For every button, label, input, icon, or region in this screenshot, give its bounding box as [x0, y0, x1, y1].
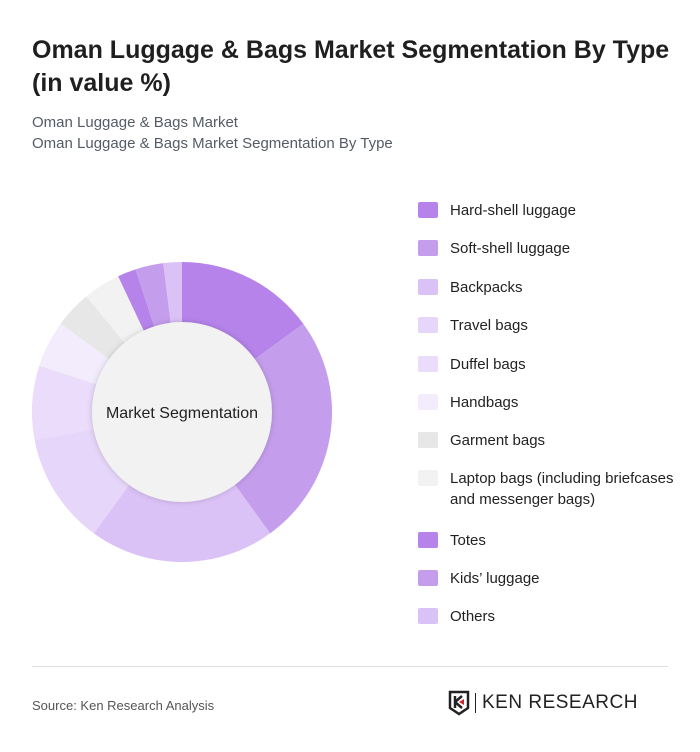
legend-label: Handbags [450, 394, 519, 411]
legend-label: Hard-shell luggage [450, 202, 576, 219]
legend-swatch [418, 356, 438, 372]
legend-label: Laptop bags (including briefcases and me… [450, 470, 674, 508]
legend-swatch [418, 317, 438, 333]
legend-item: Garment bags [418, 430, 545, 451]
legend-item: Soft-shell luggage [418, 238, 570, 259]
legend-item: Backpacks [418, 277, 523, 298]
subtitle-segmentation: Oman Luggage & Bags Market Segmentation … [32, 135, 393, 152]
legend-item: Duffel bags [418, 354, 526, 375]
legend-swatch [418, 279, 438, 295]
donut-chart: Market Segmentation [31, 262, 332, 562]
legend-label: Backpacks [450, 279, 523, 296]
donut-center [92, 322, 272, 502]
logo-text: KEN RESEARCH [482, 692, 638, 713]
ken-research-logo: KEN RESEARCH [448, 690, 638, 716]
center-label: Market Segmentation [106, 405, 258, 422]
legend-item: Others [418, 606, 495, 627]
legend-swatch [418, 532, 438, 548]
legend-swatch [418, 470, 438, 486]
divider [32, 666, 668, 667]
legend-item: Laptop bags (including briefcases and me… [418, 468, 680, 510]
legend-swatch [418, 394, 438, 410]
ken-logo-icon [448, 690, 470, 716]
subtitle-market: Oman Luggage & Bags Market [32, 114, 238, 131]
legend-item: Travel bags [418, 315, 528, 336]
legend-label: Kids’ luggage [450, 570, 540, 587]
legend-item: Hard-shell luggage [418, 200, 576, 221]
legend-item: Totes [418, 530, 486, 551]
legend-swatch [418, 570, 438, 586]
legend-item: Handbags [418, 392, 518, 413]
legend-swatch [418, 240, 438, 256]
legend-swatch [418, 202, 438, 218]
legend-swatch [418, 608, 438, 624]
chart-title: Oman Luggage & Bags Market Segmentation … [32, 36, 670, 97]
legend-label: Soft-shell luggage [450, 240, 571, 257]
legend-label: Garment bags [450, 432, 546, 449]
logo-separator [475, 693, 476, 713]
legend-label: Duffel bags [450, 356, 526, 373]
legend-label: Travel bags [450, 317, 528, 334]
legend-label: Others [450, 608, 496, 625]
source-note: Source: Ken Research Analysis [32, 698, 215, 713]
legend-label: Totes [450, 532, 486, 549]
legend-swatch [418, 432, 438, 448]
legend-item: Kids’ luggage [418, 568, 540, 589]
